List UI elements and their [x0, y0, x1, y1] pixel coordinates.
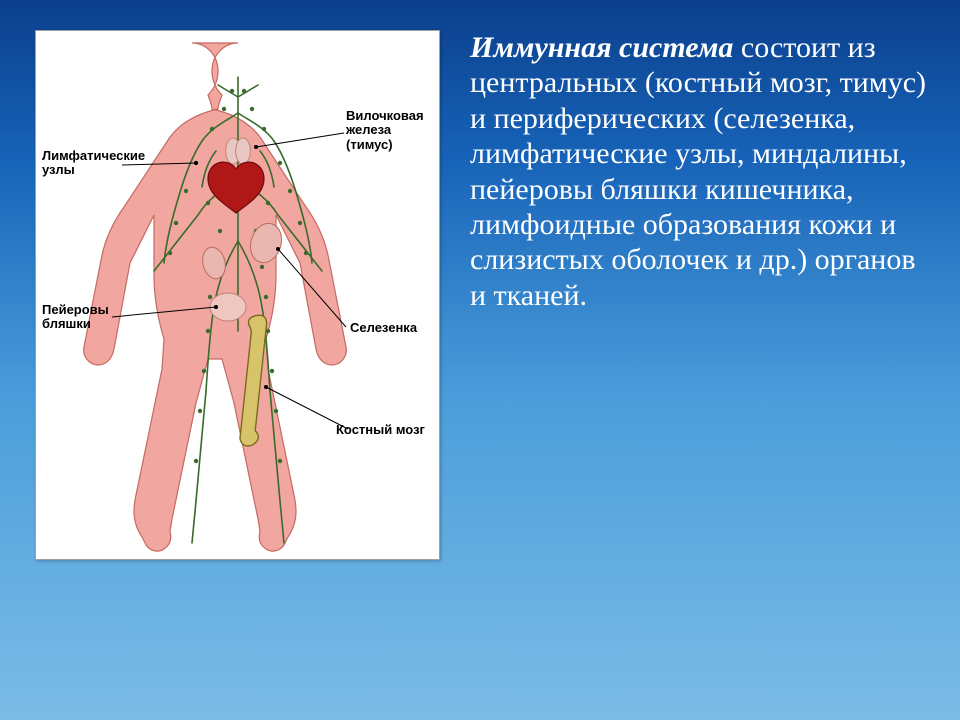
title-text: Иммунная система: [470, 31, 733, 64]
anatomy-figure: Лимфатические узлы Вилочковая железа (тим…: [35, 30, 440, 560]
slide: Лимфатические узлы Вилочковая железа (тим…: [0, 0, 960, 720]
anatomy-label-thymus: Вилочковая железа (тимус): [346, 109, 424, 152]
body-paragraph: Иммунная система состоит из центральных …: [470, 30, 930, 313]
anatomy-label-lymph_nodes: Лимфатические узлы: [42, 149, 145, 178]
anatomy-label-peyer: Пейеровы бляшки: [42, 303, 109, 332]
anatomy-label-spleen: Селезенка: [350, 321, 417, 335]
anatomy-label-bone_marrow: Костный мозг: [336, 423, 425, 437]
text-column: Иммунная система состоит из центральных …: [470, 30, 930, 690]
body-text-span: состоит из центральных (костный мозг, ти…: [470, 31, 926, 312]
figure-column: Лимфатические узлы Вилочковая железа (тим…: [35, 30, 440, 690]
